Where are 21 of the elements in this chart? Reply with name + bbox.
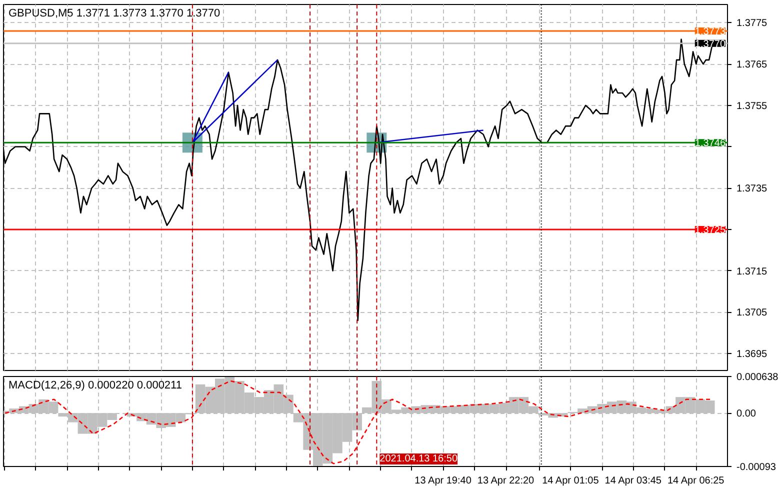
- y-tick-label: 1.3755: [736, 100, 768, 112]
- y-tick-label: 1.3735: [736, 184, 768, 195]
- y-tick-label: 1.3775: [736, 18, 768, 30]
- y-tick-label: 1.3695: [736, 349, 768, 360]
- y-tick-label: 0.00: [736, 408, 756, 420]
- y-tick-label: 0.000638: [736, 372, 779, 383]
- x-tick-label: 14 Apr 06:25: [668, 476, 725, 486]
- x-tick-label: 13 Apr 22:20: [477, 476, 535, 486]
- ref-line-label: 1.3770: [694, 38, 726, 50]
- chart-title: MACD(12,26,9) 0.000220 0.000211: [8, 380, 182, 392]
- y-tick-label: 1.3705: [736, 308, 768, 319]
- y-tick-label: 1.3715: [736, 266, 768, 278]
- y-tick-label: -0.00093: [736, 462, 776, 473]
- x-tick-label: 14 Apr 03:45: [604, 476, 662, 486]
- ref-line-label: 1.3725: [694, 224, 726, 236]
- x-tick-label: 13 Apr 19:40: [414, 476, 472, 486]
- ref-line-label: 2021.04.13 16:50: [380, 454, 458, 464]
- ref-line-label: 1.3773: [694, 26, 726, 38]
- chart-title: GBPUSD,M5 1.3771 1.3773 1.3770 1.3770: [8, 8, 220, 20]
- y-tick-label: 1.3765: [736, 60, 768, 71]
- x-tick-label: 14 Apr 01:05: [542, 476, 600, 486]
